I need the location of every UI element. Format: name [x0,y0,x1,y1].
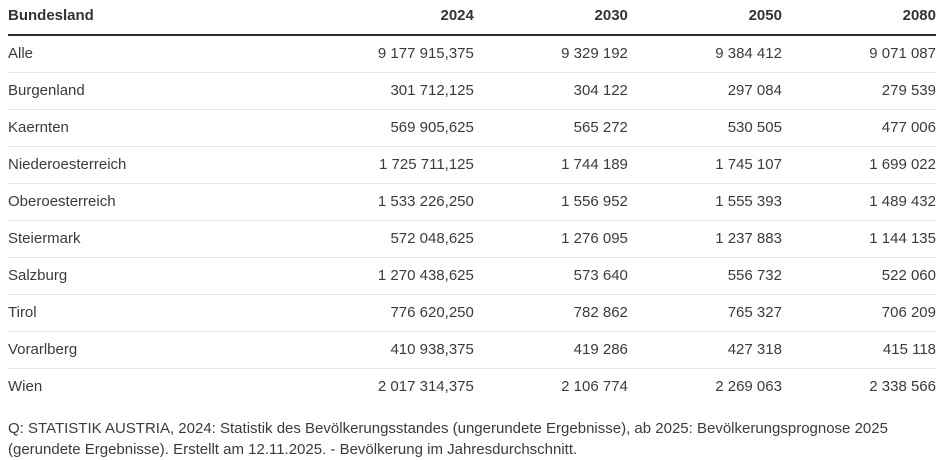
value-cell-2080: 9 071 087 [781,35,936,73]
header-row: Bundesland 2024 2030 2050 2080 [8,0,936,36]
value-cell-2030: 304 122 [473,72,628,110]
table-row: Kaernten 569 905,625 565 272 530 505 477… [8,109,936,147]
source-footnote: Q: STATISTIK AUSTRIA, 2024: Statistik de… [8,420,888,458]
bundesland-cell: Burgenland [8,72,320,110]
table-row: Oberoesterreich 1 533 226,250 1 556 952 … [8,183,936,221]
table-row: Burgenland 301 712,125 304 122 297 084 2… [8,72,936,110]
value-cell-2080: 415 118 [781,331,936,369]
value-cell-2050: 765 327 [627,294,782,332]
value-cell-2080: 477 006 [781,109,936,147]
value-cell-2024: 301 712,125 [319,72,474,110]
bundesland-cell: Niederoesterreich [8,146,320,184]
value-cell-2080: 706 209 [781,294,936,332]
value-cell-2024: 572 048,625 [319,220,474,258]
table-row: Vorarlberg 410 938,375 419 286 427 318 4… [8,331,936,369]
bundesland-cell: Alle [8,35,320,73]
value-cell-2030: 2 106 774 [561,378,628,395]
value-cell-2024: 776 620,250 [319,294,474,332]
column-header-2050: 2050 [627,0,782,36]
bundesland-cell: Steiermark [8,220,320,258]
value-cell-2050: 427 318 [627,331,782,369]
value-cell-2050: 556 732 [627,257,782,295]
bundesland-cell: Vorarlberg [8,331,320,369]
value-cell-2024: 9 177 915,375 [319,35,474,73]
value-cell-2024: 569 905,625 [319,109,474,147]
value-cell-2050: 1 555 393 [627,183,782,221]
bundesland-cell: Tirol [8,294,320,332]
value-cell-2050: 530 505 [627,109,782,147]
table-header: Bundesland 2024 2030 2050 2080 [8,0,936,36]
value-cell-2030: 565 272 [473,109,628,147]
column-header-2080: 2080 [781,0,936,36]
value-cell-2050: 9 384 412 [627,35,782,73]
value-cell-2030: 9 329 192 [473,35,628,73]
value-cell-2024: 410 938,375 [319,331,474,369]
bundesland-cell: Kaernten [8,109,320,147]
value-cell-2024: 2 017 314,375 [377,378,474,395]
column-header-2030: 2030 [473,0,628,36]
value-cell-2030: 573 640 [473,257,628,295]
table-row: Salzburg 1 270 438,625 573 640 556 732 5… [8,257,936,295]
table-body: Alle 9 177 915,375 9 329 192 9 384 412 9… [8,35,936,405]
value-cell-2050: 1 237 883 [627,220,782,258]
bundesland-cell: Oberoesterreich [8,183,320,221]
column-header-bundesland: Bundesland [8,0,320,36]
table-row: Wien 2 017 314,375 2 106 774 2 269 063 2… [8,369,936,406]
value-cell-2080: 1 699 022 [781,146,936,184]
value-cell-2080: 279 539 [781,72,936,110]
table-row: Tirol 776 620,250 782 862 765 327 706 20… [8,294,936,332]
value-cell-2030: 1 744 189 [473,146,628,184]
value-cell-2050: 1 745 107 [627,146,782,184]
value-cell-2080: 522 060 [781,257,936,295]
value-cell-2030: 782 862 [473,294,628,332]
value-cell-2080: 1 144 135 [781,220,936,258]
value-cell-2024: 1 533 226,250 [319,183,474,221]
value-cell-2030: 1 276 095 [473,220,628,258]
value-cell-2050: 2 269 063 [715,378,782,395]
table-row: Steiermark 572 048,625 1 276 095 1 237 8… [8,220,936,258]
value-cell-2024: 1 270 438,625 [319,257,474,295]
table-row: Alle 9 177 915,375 9 329 192 9 384 412 9… [8,35,936,73]
value-cell-2030: 1 556 952 [473,183,628,221]
value-cell-2030: 419 286 [473,331,628,369]
value-cell-2050: 297 084 [627,72,782,110]
value-cell-2080: 1 489 432 [781,183,936,221]
value-cell-2024: 1 725 711,125 [319,146,474,184]
value-cell-2080: 2 338 566 [869,378,936,395]
table-row: Niederoesterreich 1 725 711,125 1 744 18… [8,146,936,184]
bundesland-cell: Wien [8,378,43,395]
bundesland-cell: Salzburg [8,257,320,295]
column-header-2024: 2024 [319,0,474,36]
population-table: Bundesland 2024 2030 2050 2080 Alle 9 17… [8,0,936,405]
